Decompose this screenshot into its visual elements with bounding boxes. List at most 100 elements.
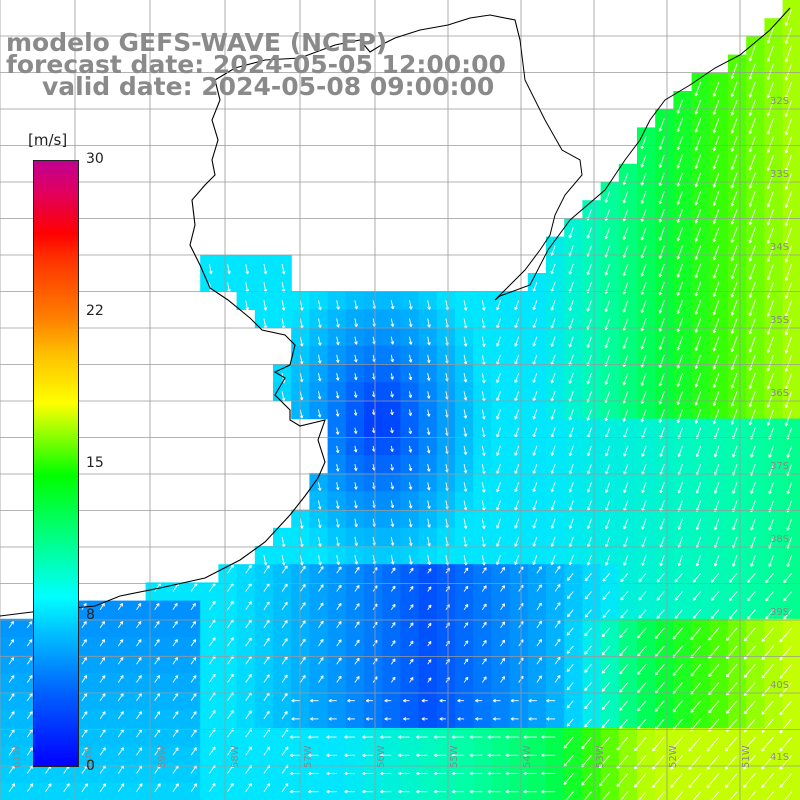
wind-speed-cell xyxy=(236,764,256,784)
wind-arrow xyxy=(641,136,647,150)
wind-arrow xyxy=(747,591,756,602)
wind-arrow-head xyxy=(784,295,787,299)
wind-speed-cell xyxy=(455,782,474,800)
latitude-label: 32S xyxy=(770,96,789,107)
wind-arrow-head xyxy=(584,596,587,600)
wind-arrow-head xyxy=(677,562,680,566)
wind-speed-cell xyxy=(163,764,183,784)
wind-arrow xyxy=(551,318,556,329)
wind-arrow xyxy=(605,482,611,493)
wind-speed-cell xyxy=(145,582,165,602)
wind-arrow xyxy=(500,621,505,629)
wind-speed-cell xyxy=(345,746,365,765)
wind-arrow-head xyxy=(335,395,339,399)
wind-arrow xyxy=(767,391,774,408)
wind-arrow xyxy=(584,664,592,673)
wind-arrow-head xyxy=(677,435,680,439)
wind-arrow xyxy=(569,500,574,511)
wind-arrow xyxy=(463,536,467,547)
wind-arrow-head xyxy=(601,633,604,637)
wind-arrow xyxy=(779,718,793,734)
wind-arrow xyxy=(172,603,178,610)
wind-arrow xyxy=(569,409,574,421)
wind-arrow xyxy=(563,755,574,767)
wind-arrow xyxy=(445,568,450,574)
wind-arrow-head xyxy=(768,490,770,494)
wind-speed-cell xyxy=(364,582,383,602)
wind-arrow xyxy=(641,300,647,313)
wind-arrow-head xyxy=(318,543,321,547)
wind-arrow xyxy=(672,718,683,731)
wind-speed-cell xyxy=(418,618,438,638)
wind-arrow xyxy=(26,765,33,774)
wind-arrow xyxy=(690,627,702,640)
wind-arrow xyxy=(172,711,179,720)
wind-arrow-head xyxy=(726,637,728,641)
wind-arrow xyxy=(641,209,647,222)
wind-arrow-head xyxy=(601,652,604,656)
wind-speed-cell xyxy=(436,618,456,638)
wind-arrow xyxy=(245,764,252,774)
wind-arrow xyxy=(208,637,216,647)
wind-arrow-head xyxy=(408,431,412,435)
wind-arrow xyxy=(581,773,592,786)
wind-speed-cell xyxy=(163,673,183,693)
wind-arrow xyxy=(336,445,339,453)
wind-arrow xyxy=(659,245,665,259)
wind-arrow-head xyxy=(291,717,295,720)
wind-arrow xyxy=(336,584,342,592)
wind-arrow-head xyxy=(677,471,680,475)
wind-arrow xyxy=(536,675,542,683)
wind-speed-cell xyxy=(236,746,256,765)
wind-arrow xyxy=(785,354,793,372)
wind-speed-cell xyxy=(527,691,547,711)
wind-arrow-head xyxy=(761,748,763,752)
wind-arrow xyxy=(154,711,161,720)
wind-arrow xyxy=(463,555,467,566)
wind-arrow xyxy=(336,336,339,345)
wind-arrow xyxy=(692,609,702,619)
wind-speed-cell xyxy=(327,655,347,674)
wind-arrow-head xyxy=(390,376,393,380)
wind-arrow-head xyxy=(783,598,785,602)
wind-arrow xyxy=(26,675,33,683)
wind-arrow-head xyxy=(390,542,394,546)
wind-arrow-head xyxy=(317,506,321,510)
wind-arrow-head xyxy=(463,544,467,548)
wind-arrow xyxy=(710,609,720,619)
wind-arrow xyxy=(496,554,501,565)
wind-arrow xyxy=(587,463,592,475)
wind-arrow-head xyxy=(390,306,394,310)
wind-arrow-head xyxy=(601,724,604,728)
wind-arrow xyxy=(336,500,339,509)
wind-arrow xyxy=(263,565,270,574)
wind-arrow-head xyxy=(724,748,727,752)
wind-arrow xyxy=(514,372,520,383)
wind-arrow xyxy=(299,373,303,382)
wind-arrow xyxy=(154,729,161,738)
wind-arrow xyxy=(390,500,394,508)
wind-arrow xyxy=(605,536,611,548)
wind-arrow xyxy=(245,746,252,756)
wind-arrow-head xyxy=(353,449,357,453)
wind-arrow xyxy=(8,675,15,683)
wind-arrow-head xyxy=(380,735,384,738)
wind-arrow xyxy=(638,791,647,800)
wind-arrow-head xyxy=(765,579,767,583)
forecast-date: forecast date: 2024-05-05 12:00:00 xyxy=(6,50,506,79)
wind-speed-cell xyxy=(473,582,492,602)
wind-speed-cell xyxy=(509,782,529,800)
wind-speed-cell xyxy=(436,600,456,620)
wind-arrow xyxy=(190,657,197,665)
wind-arrow-head xyxy=(784,58,787,63)
wind-arrow xyxy=(481,300,485,311)
wind-speed-cell xyxy=(200,691,219,711)
wind-speed-cell xyxy=(473,709,492,729)
wind-speed-cell xyxy=(327,618,347,638)
wind-arrow xyxy=(714,518,720,530)
wind-arrow xyxy=(641,336,647,350)
wind-speed-cell xyxy=(418,746,438,765)
wind-arrow-head xyxy=(690,672,692,677)
wind-speed-cell xyxy=(145,709,165,729)
wind-arrow-head xyxy=(390,486,394,490)
